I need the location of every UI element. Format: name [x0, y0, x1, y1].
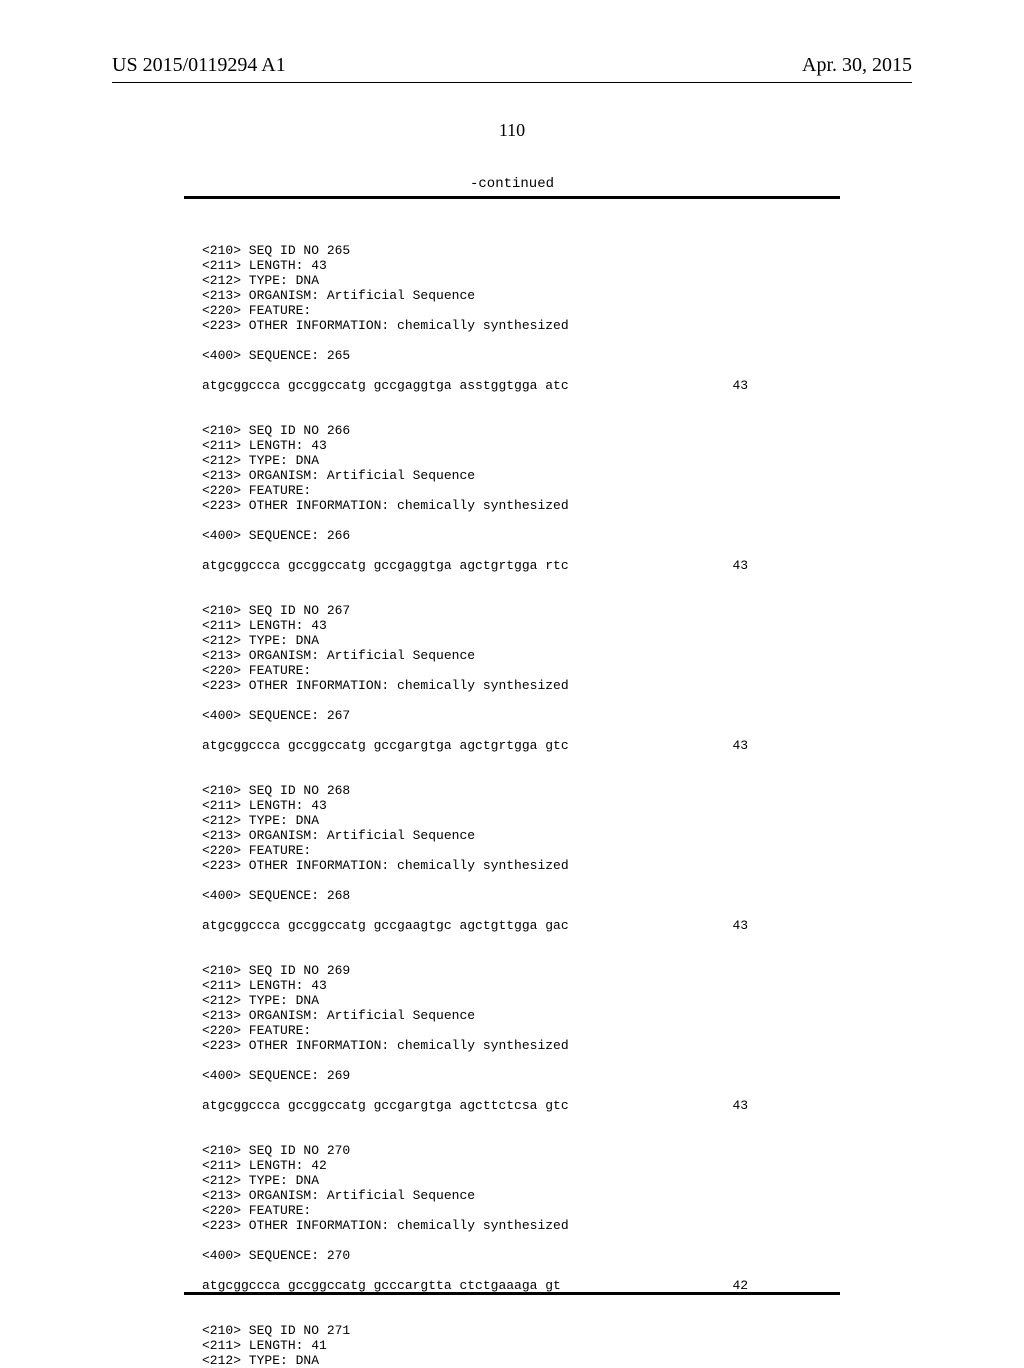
top-rule — [184, 196, 840, 199]
bottom-rule — [184, 1292, 840, 1295]
page-number: 110 — [0, 120, 1024, 141]
continued-label: -continued — [0, 176, 1024, 192]
publication-date: Apr. 30, 2015 — [802, 54, 912, 77]
sequence-listing: <210> SEQ ID NO 265 <211> LENGTH: 43 <21… — [202, 243, 822, 1368]
page: US 2015/0119294 A1 Apr. 30, 2015 110 -co… — [0, 0, 1024, 1320]
publication-number: US 2015/0119294 A1 — [112, 54, 286, 77]
header-rule — [112, 82, 912, 83]
